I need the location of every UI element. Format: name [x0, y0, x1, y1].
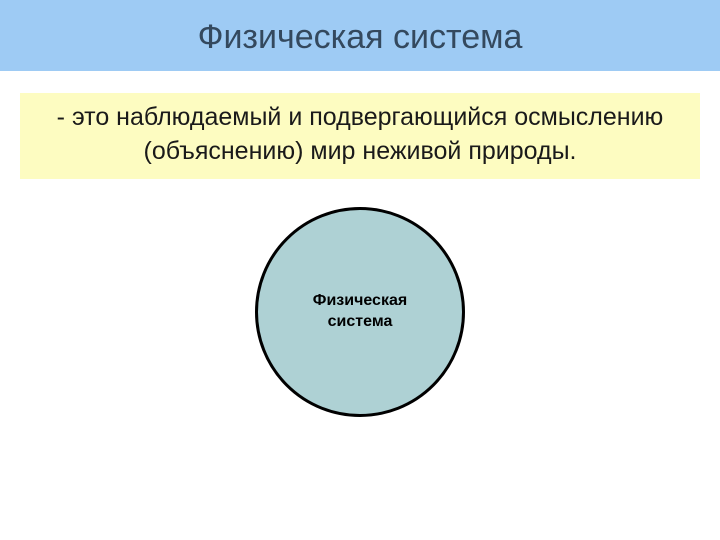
diagram-area: Физическая система	[0, 207, 720, 417]
page-title: Физическая система	[0, 18, 720, 57]
definition-box: - это наблюдаемый и подвергающийся осмыс…	[20, 93, 700, 179]
physical-system-circle: Физическая система	[255, 207, 465, 417]
circle-label: Физическая система	[313, 291, 407, 333]
definition-text: - это наблюдаемый и подвергающийся осмыс…	[30, 101, 690, 169]
title-bar: Физическая система	[0, 0, 720, 71]
